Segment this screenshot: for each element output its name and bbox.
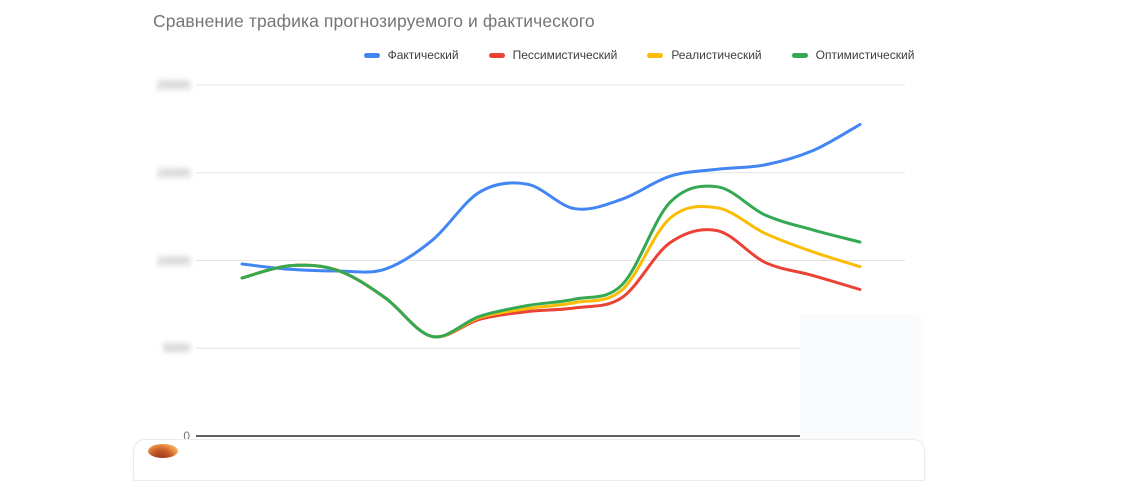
- legend-item-2: Реалистический: [647, 48, 762, 62]
- y-tick-label-10000: 10000: [156, 253, 190, 268]
- legend-label: Оптимистический: [815, 48, 915, 62]
- blur-artifact-overlay: [800, 314, 924, 454]
- legend-label: Пессимистический: [512, 48, 618, 62]
- legend-label: Реалистический: [671, 48, 762, 62]
- legend-label: Фактический: [387, 48, 459, 62]
- y-tick-label-0: 0: [183, 429, 190, 443]
- series-line-1: [240, 228, 862, 339]
- legend-swatch-icon: [791, 52, 808, 58]
- y-tick-label-20000: 20000: [156, 78, 190, 92]
- legend-swatch-icon: [647, 52, 664, 58]
- chart-plot-area: [196, 84, 905, 437]
- series-line-3: [240, 184, 862, 339]
- partial-card-below-chart: [133, 439, 925, 481]
- legend-item-3: Оптимистический: [791, 48, 915, 62]
- legend-swatch-icon: [488, 52, 505, 58]
- y-tick-label-5000: 5000: [163, 341, 190, 356]
- cutoff-orange-emoji-icon: [148, 444, 178, 458]
- traffic-comparison-chart[interactable]: Сравнение трафика прогнозируемого и факт…: [0, 0, 1128, 454]
- chart-title: Сравнение трафика прогнозируемого и факт…: [153, 11, 595, 31]
- series-line-0: [240, 123, 862, 274]
- chart-legend: Фактический Пессимистический Реалистически…: [150, 46, 1128, 64]
- legend-item-0: Фактический: [363, 48, 459, 62]
- y-tick-label-15000: 15000: [156, 165, 190, 180]
- legend-swatch-icon: [363, 52, 380, 58]
- legend-item-1: Пессимистический: [488, 48, 618, 62]
